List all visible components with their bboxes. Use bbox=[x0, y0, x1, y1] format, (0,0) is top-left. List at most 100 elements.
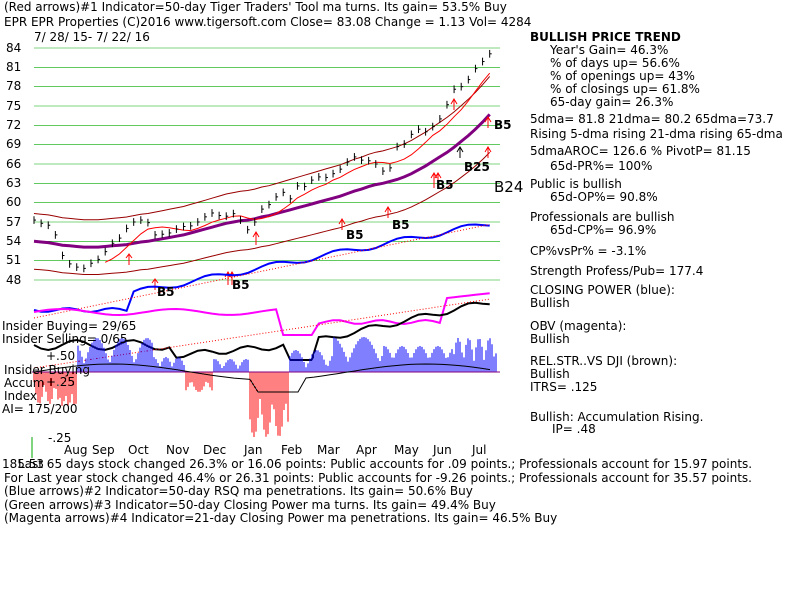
y-tick-51: 51 bbox=[6, 253, 22, 267]
footer-indicator-2: (Blue arrows)#2 Indicator=50-day RSQ ma … bbox=[4, 484, 473, 498]
relstr-title: REL.STR..VS DJI (brown): bbox=[530, 354, 678, 368]
annotation-b5-3: B5 bbox=[346, 228, 364, 242]
acc-top-label: +.50 bbox=[46, 349, 76, 363]
y-tick-54: 54 bbox=[6, 234, 22, 248]
y-tick-69: 69 bbox=[6, 137, 22, 151]
price-bars bbox=[33, 49, 492, 273]
blue-line-group bbox=[33, 223, 490, 314]
acc-mid-label: +.25 bbox=[46, 375, 76, 389]
red-arrow bbox=[252, 231, 260, 245]
closings-up: % of closings up= 61.8% bbox=[550, 82, 700, 96]
openings-up: % of openings up= 43% bbox=[550, 69, 695, 83]
pros-bullish: Professionals are bullish bbox=[530, 210, 675, 224]
accum-label-accum: Accum bbox=[4, 376, 45, 390]
y-tick-78: 78 bbox=[6, 79, 22, 93]
accum-label-insider: Insider Buying bbox=[4, 363, 90, 377]
y-tick-84: 84 bbox=[6, 41, 22, 55]
month-nov: Nov bbox=[166, 443, 190, 457]
y-tick-57: 57 bbox=[6, 215, 22, 229]
blue-ma-group bbox=[33, 224, 490, 319]
insider-buying: Insider Buying= 29/65 bbox=[2, 319, 137, 333]
annotation-b5-6: B5 bbox=[494, 118, 512, 132]
y-tick-60: 60 bbox=[6, 195, 22, 209]
dma-values: 5dma= 81.8 21dma= 80.2 65dma=73.7 bbox=[530, 112, 774, 126]
public-bullish: Public is bullish bbox=[530, 177, 622, 191]
years-gain: Year's Gain= 46.3% bbox=[550, 43, 669, 57]
days-up: % of days up= 56.6% bbox=[550, 56, 680, 70]
y-tick-81: 81 bbox=[6, 60, 22, 74]
insider-selling: Insider Selling= 0/65 bbox=[2, 332, 128, 346]
black-line-group bbox=[33, 301, 490, 361]
closing-power-status: Bullish bbox=[530, 296, 570, 310]
month-jan: Jan bbox=[244, 443, 263, 457]
y-tick-48: 48 bbox=[6, 273, 22, 287]
footer-last-year: For Last year stock changed 46.4% or 26.… bbox=[4, 471, 752, 485]
ip-value: IP= .48 bbox=[552, 422, 596, 436]
accumulation-bars bbox=[33, 337, 497, 437]
pr-65d: 65d-PR%= 100% bbox=[550, 159, 653, 173]
rising-dma: Rising 5-dma rising 21-dma rising 65-dma bbox=[530, 127, 783, 141]
y-tick-72: 72 bbox=[6, 118, 22, 132]
month-sep: Sep bbox=[92, 443, 115, 457]
trend-title: BULLISH PRICE TREND bbox=[530, 30, 681, 44]
annotation-b5-5: B5 bbox=[436, 178, 454, 192]
header-date-range: 7/ 28/ 15- 7/ 22/ 16 bbox=[34, 30, 150, 44]
annotation-b5-2: B5 bbox=[232, 278, 250, 292]
annotation-b5-4: B5 bbox=[392, 218, 410, 232]
cp-vs-pr: CP%vsPr% = -3.1% bbox=[530, 244, 647, 258]
header-ticker-line: EPR EPR Properties (C)2016 www.tigersoft… bbox=[4, 15, 532, 29]
month-oct: Oct bbox=[128, 443, 149, 457]
closing-power-title: CLOSING POWER (blue): bbox=[530, 283, 675, 297]
month-aug: Aug bbox=[64, 443, 88, 457]
acc-bot-label: -.25 bbox=[48, 431, 72, 445]
red-arrow bbox=[484, 116, 492, 128]
y-tick-63: 63 bbox=[6, 176, 22, 190]
red-arrows bbox=[125, 98, 492, 290]
footer-price-prefix: 185.53 bbox=[2, 457, 44, 471]
op-65d: 65d-OP%= 90.8% bbox=[550, 190, 658, 204]
month-feb: Feb bbox=[281, 443, 303, 457]
ai-value: AI= 175/200 bbox=[2, 402, 78, 416]
obv-status: Bullish bbox=[530, 332, 570, 346]
red-arrow bbox=[384, 206, 392, 218]
y-tick-75: 75 bbox=[6, 99, 22, 113]
accum-label-index: Index bbox=[4, 389, 38, 403]
footer-last-65-days: Last 65 days stock changed 26.3% or 16.0… bbox=[18, 457, 753, 471]
strength-ratio: Strength Profess/Pub= 177.4 bbox=[530, 264, 704, 278]
envelope-lower bbox=[33, 152, 491, 275]
month-may: May bbox=[394, 443, 419, 457]
month-mar: Mar bbox=[317, 443, 340, 457]
footer-indicator-3: (Green arrows)#3 Indicator=50-day Closin… bbox=[4, 498, 496, 512]
red-arrow bbox=[125, 253, 133, 265]
envelope-upper bbox=[33, 76, 491, 221]
cp-65d: 65d-CP%= 96.9% bbox=[550, 223, 657, 237]
red-arrow bbox=[338, 218, 346, 230]
header-indicator-1: (Red arrows)#1 Indicator=50-day Tiger Tr… bbox=[4, 0, 507, 14]
month-dec: Dec bbox=[203, 443, 227, 457]
black-arrow bbox=[456, 146, 464, 158]
red-arrow bbox=[151, 278, 159, 290]
gain-65: 65-day gain= 26.3% bbox=[550, 95, 674, 109]
month-jun: Jun bbox=[433, 443, 452, 457]
red-arrow bbox=[484, 146, 492, 158]
obv-title: OBV (magenta): bbox=[530, 319, 627, 333]
footer-indicator-4: (Magenta arrows)#4 Indicator=21-day Clos… bbox=[4, 511, 558, 525]
accum-rising: Bullish: Accumulation Rising. bbox=[530, 410, 704, 424]
itrs-value: ITRS= .125 bbox=[530, 380, 598, 394]
relstr-status: Bullish bbox=[530, 367, 570, 381]
annotation-b24: B24 bbox=[494, 178, 524, 196]
aroc-pivot: 5dmaAROC= 126.6 % PivotP= 81.15 bbox=[530, 144, 751, 158]
red-arrow bbox=[450, 98, 458, 110]
black-ma-group bbox=[33, 298, 490, 369]
annotation-b25: B25 bbox=[464, 160, 490, 174]
month-jul: Jul bbox=[472, 443, 487, 457]
accum-ma-line bbox=[33, 363, 491, 393]
magenta-line-group bbox=[33, 292, 490, 336]
annotation-b5-1: B5 bbox=[157, 285, 175, 299]
y-tick-66: 66 bbox=[6, 157, 22, 171]
month-apr: Apr bbox=[356, 443, 377, 457]
red-arrow bbox=[434, 172, 442, 188]
ma21-line bbox=[104, 72, 491, 263]
moving-average-line bbox=[33, 113, 491, 249]
